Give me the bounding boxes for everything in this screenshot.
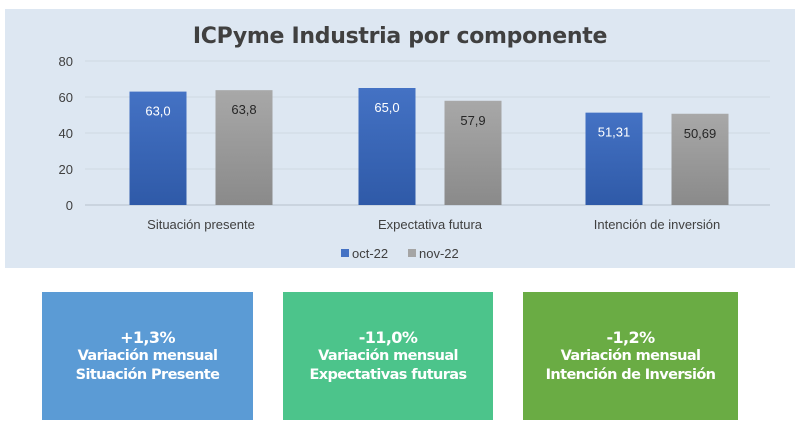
bar-oct-22 (129, 91, 187, 205)
data-label: 50,69 (684, 126, 717, 141)
card-value: +1,3% (120, 327, 175, 347)
data-label: 63,8 (231, 102, 256, 117)
y-tick-label: 60 (59, 90, 73, 105)
card-line2: Intención de Inversión (545, 366, 716, 383)
legend-swatch-oct-22 (341, 249, 349, 257)
card-line2: Expectativas futuras (309, 366, 467, 383)
data-label: 51,31 (598, 125, 631, 140)
card-line1: Variación mensual (77, 347, 218, 364)
x-category-label: Expectativa futura (378, 217, 483, 232)
y-tick-label: 80 (59, 54, 73, 69)
card-value: -1,2% (606, 327, 655, 347)
bar-nov-22 (671, 113, 729, 205)
card-expectativas: -11,0% Variación mensual Expectativas fu… (283, 292, 493, 420)
card-line1: Variación mensual (560, 347, 701, 364)
card-value: -11,0% (358, 327, 418, 347)
card-situacion: +1,3% Variación mensual Situación Presen… (42, 292, 253, 420)
card-inversion: -1,2% Variación mensual Intención de Inv… (523, 292, 738, 420)
x-category-label: Intención de inversión (594, 217, 720, 232)
bar-nov-22 (444, 100, 502, 205)
bar-nov-22 (215, 90, 273, 205)
legend-label: oct-22 (352, 246, 388, 261)
card-line2: Situación Presente (75, 366, 220, 383)
y-tick-label: 0 (66, 198, 73, 213)
y-tick-label: 40 (59, 126, 73, 141)
legend-swatch-nov-22 (408, 249, 416, 257)
card-line1: Variación mensual (318, 347, 458, 364)
chart-title: ICPyme Industria por componente (192, 24, 608, 49)
bar-oct-22 (585, 112, 643, 205)
legend-label: nov-22 (419, 246, 459, 261)
bar-oct-22 (358, 88, 416, 205)
y-tick-label: 20 (59, 162, 73, 177)
data-label: 63,0 (145, 104, 170, 119)
x-category-label: Situación presente (147, 217, 255, 232)
bar-chart: 0 20 40 60 80 63,0 63,8 Situación presente 65,0 5… (59, 54, 770, 261)
data-label: 65,0 (374, 100, 399, 115)
data-label: 57,9 (460, 113, 485, 128)
